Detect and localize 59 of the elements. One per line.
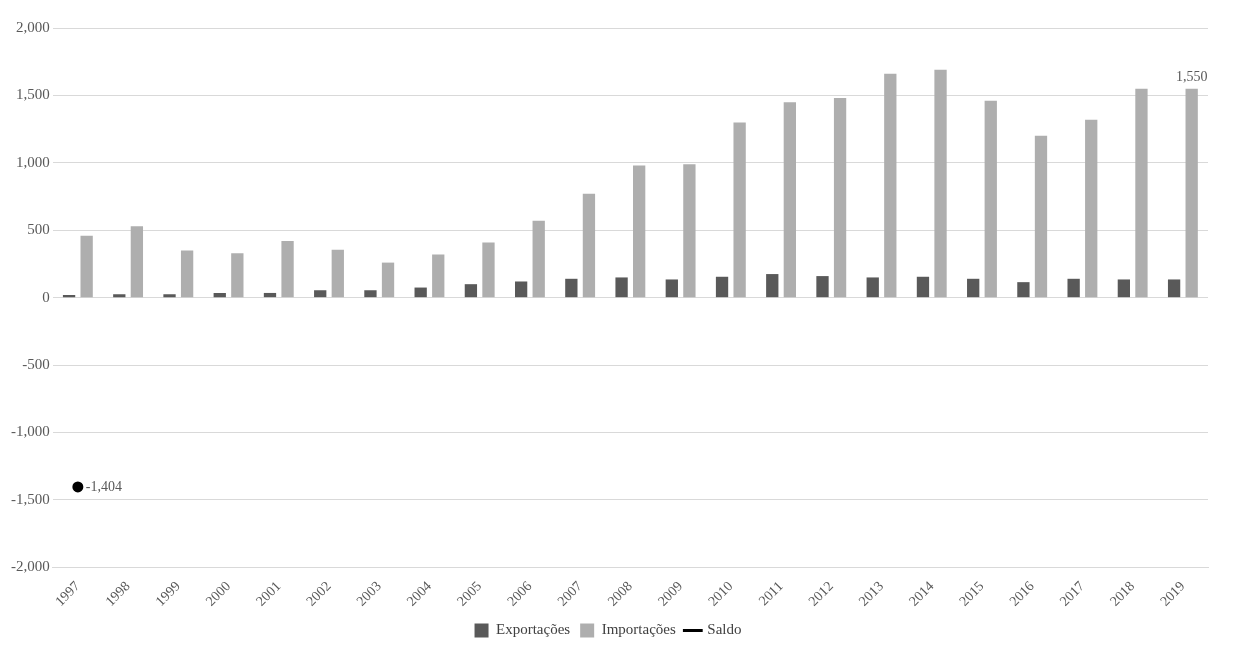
bar <box>665 279 678 298</box>
bar <box>884 73 897 298</box>
bar <box>866 277 879 298</box>
bar <box>934 69 947 298</box>
bar <box>414 287 427 298</box>
bar <box>783 102 796 298</box>
legend-label: Exportações <box>496 621 571 638</box>
bar <box>130 226 144 298</box>
bar <box>482 242 495 298</box>
bar <box>582 193 596 298</box>
bar <box>766 274 779 298</box>
bar <box>163 294 176 298</box>
y-tick-label: -2,000 <box>11 558 50 575</box>
y-tick-label: 1,000 <box>16 153 50 170</box>
bar <box>432 254 445 298</box>
y-tick-label: 0 <box>42 288 50 305</box>
bar <box>833 98 847 298</box>
bar <box>984 100 997 298</box>
y-tick-label: 500 <box>27 221 50 238</box>
bar <box>231 253 244 298</box>
bar <box>683 164 696 298</box>
bar <box>1085 119 1098 298</box>
y-tick-label: -500 <box>22 356 50 373</box>
bar <box>281 241 294 298</box>
bar <box>816 276 829 298</box>
bar <box>1034 135 1048 298</box>
bar <box>381 262 395 298</box>
bar <box>213 292 226 298</box>
bar <box>1185 88 1198 298</box>
bar <box>1135 88 1148 298</box>
y-tick-label: -1,000 <box>11 423 50 440</box>
bar <box>532 220 545 298</box>
bar <box>1067 278 1080 298</box>
bar <box>916 276 930 298</box>
bar <box>1017 282 1030 298</box>
bar <box>331 249 344 298</box>
bar <box>1167 279 1181 298</box>
bar <box>113 294 126 298</box>
data-label: 1,550 <box>1175 69 1208 85</box>
bar <box>514 281 528 298</box>
legend-label: Importações <box>601 621 676 638</box>
bar <box>733 122 746 298</box>
y-tick-label: 2,000 <box>16 18 50 35</box>
bar <box>715 276 729 298</box>
legend-label: Saldo <box>707 621 742 638</box>
bar <box>967 278 980 298</box>
bar <box>615 277 628 298</box>
bar <box>364 290 377 298</box>
bar <box>464 284 478 298</box>
bar <box>633 165 646 298</box>
bar <box>180 250 194 298</box>
y-tick-label: -1,500 <box>11 490 50 507</box>
bar <box>565 278 578 298</box>
bar <box>314 290 327 298</box>
bar <box>263 292 277 298</box>
y-tick-label: 1,500 <box>16 86 50 103</box>
bar <box>80 235 93 298</box>
bar <box>1117 279 1131 298</box>
data-label: -1,404 <box>85 478 123 494</box>
